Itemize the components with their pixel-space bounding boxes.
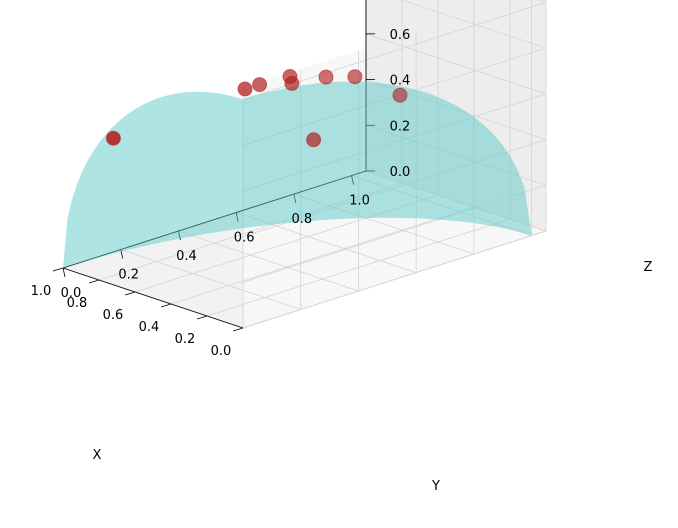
y-tick-label: 0.4 xyxy=(176,249,197,264)
x-tick-label: 0.4 xyxy=(139,320,160,335)
data-point xyxy=(392,87,408,103)
grid-line-z-side xyxy=(400,0,547,49)
plot-area xyxy=(63,69,532,268)
y-tick-label: 0.6 xyxy=(234,231,255,246)
y-axis-label: Y xyxy=(431,479,440,494)
z-tick-label: 0.6 xyxy=(390,28,411,43)
y-tick-label: 0.0 xyxy=(61,286,82,301)
x-tick xyxy=(52,267,64,272)
grid-line-y-floor xyxy=(178,230,359,292)
data-point xyxy=(237,81,253,97)
data-point xyxy=(105,130,121,146)
x-tick-label: 0.6 xyxy=(103,308,124,323)
y-tick-label: 0.8 xyxy=(292,212,313,227)
data-point xyxy=(284,75,300,91)
z-tick-label: 0.4 xyxy=(390,74,411,89)
x-tick xyxy=(124,291,136,296)
z-tick-label: 0.0 xyxy=(390,165,411,180)
grid-line-z-back xyxy=(242,230,547,329)
x-tick xyxy=(196,315,208,320)
grid-line-x-floor xyxy=(170,206,475,305)
y-tick-label: 1.0 xyxy=(349,194,370,209)
x-tick-label: 0.2 xyxy=(175,332,196,347)
x-tick xyxy=(232,327,244,332)
data-point xyxy=(306,132,322,148)
data-point xyxy=(318,69,334,85)
y-tick xyxy=(62,267,66,278)
x-tick-label: 0.0 xyxy=(211,344,232,359)
grid-line-z-side xyxy=(365,33,547,95)
data-point xyxy=(347,69,363,85)
x-tick-label: 0.8 xyxy=(67,296,88,311)
surface xyxy=(63,81,532,268)
grid-line-y-floor xyxy=(120,249,301,310)
y-tick-label: 0.2 xyxy=(118,268,139,283)
x-axis-line xyxy=(62,267,244,329)
tick-labels: 0.0 0.2 0.4 0.6 0.8 1.0 0.0 0.2 0.4 0.6 0.8 1.0 0.0 0… xyxy=(31,28,411,359)
data-point xyxy=(252,77,268,93)
x-tick-label: 1.0 xyxy=(31,284,52,299)
x-tick xyxy=(160,303,172,308)
x-tick xyxy=(88,279,100,284)
z-tick-label: 0.2 xyxy=(390,119,411,134)
x-axis-label: X xyxy=(93,448,102,463)
z-axis-label: Z xyxy=(644,260,653,275)
